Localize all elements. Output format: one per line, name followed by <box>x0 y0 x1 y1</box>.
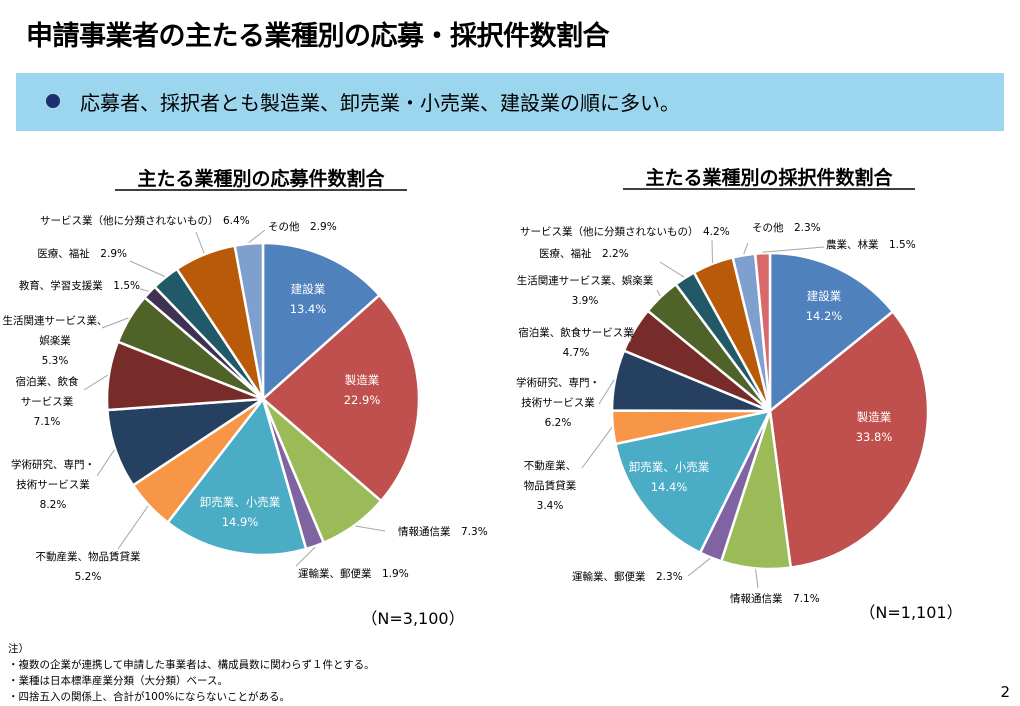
data-label: 22.9% <box>344 393 381 407</box>
leader-line <box>687 557 711 577</box>
slice-label: 宿泊業、飲食 <box>16 375 79 388</box>
leader-line <box>598 379 615 405</box>
slice-label: 技術サービス業 <box>521 396 595 409</box>
leader-line <box>711 239 713 263</box>
leader-line <box>101 317 129 329</box>
slice-label: 学術研究、専門・ <box>11 458 95 471</box>
slice-label: サービス業（他に分類されないもの） <box>520 225 699 238</box>
slice-label: 3.9% <box>572 295 599 307</box>
data-label: 13.4% <box>290 302 327 316</box>
leader-line <box>743 242 749 255</box>
pie-slice <box>768 310 930 569</box>
slice-label: 5.2% <box>75 571 102 583</box>
slice-label: 医療、福祉 2.9% <box>37 247 127 260</box>
slice-label: 運輸業、郵便業 2.3% <box>572 570 683 583</box>
slice-label: 卸売業、小売業 <box>629 460 710 474</box>
pie-slice <box>753 251 772 413</box>
slice-label: 生活関連サービス業、娯楽業 <box>517 274 654 287</box>
slice-label: 建設業 <box>291 282 326 296</box>
slice-label: 運輸業、郵便業 1.9% <box>298 567 409 580</box>
slice-label: 情報通信業 7.1% <box>730 592 820 605</box>
leader-line <box>117 505 149 550</box>
leader-line <box>96 449 115 477</box>
notes-heading: 注） <box>8 643 29 655</box>
slice-label: 3.4% <box>537 500 564 512</box>
chart-title: 主たる業種別の応募件数割合 <box>137 167 385 190</box>
leader-line <box>83 374 109 391</box>
data-label: 14.9% <box>222 515 259 529</box>
pie-slice <box>768 251 895 413</box>
slice-label: 情報通信業 7.3% <box>398 525 488 538</box>
bullet-icon <box>46 94 60 108</box>
slice-label: 不動産業、物品賃貸業 <box>36 550 141 563</box>
slice-label: 教育、学習支援業 1.5% <box>19 279 140 292</box>
sample-size-label: （N=3,100） <box>361 609 464 628</box>
slice-label: サービス業（他に分類されないもの） <box>40 214 219 227</box>
slice-label: 不動産業、 <box>524 459 577 472</box>
slice-label: 建設業 <box>807 289 842 303</box>
leader-line <box>129 260 166 277</box>
slice-label: 医療、福祉 2.2% <box>539 247 629 260</box>
pie-slice <box>614 409 772 554</box>
note-item: ・複数の企業が連携して申請した事業者は、構成員数に関わらず１件とする。 <box>8 659 375 671</box>
slice-label: その他 2.3% <box>752 221 821 234</box>
slice-label: 宿泊業、飲食サービス業 <box>518 326 634 339</box>
summary-text: 応募者、採択者とも製造業、卸売業・小売業、建設業の順に多い。 <box>80 91 680 115</box>
chart-title: 主たる業種別の採択件数割合 <box>645 166 893 189</box>
slice-label: サービス業 <box>21 395 74 408</box>
slice-label: 卸売業、小売業 <box>200 495 281 509</box>
leader-line <box>195 231 205 254</box>
slice-label: 娯楽業 <box>39 334 71 347</box>
slice-label: 6.2% <box>545 417 572 429</box>
slice-label: その他 2.9% <box>268 220 337 233</box>
data-label: 4.2% <box>703 226 730 238</box>
leader-line <box>656 289 661 297</box>
slice-label: 物品賃貸業 <box>524 479 577 492</box>
slice-label: 製造業 <box>345 373 380 387</box>
slice-label: 7.1% <box>34 416 61 428</box>
leader-line <box>659 261 685 278</box>
pie-slice <box>233 241 265 401</box>
leader-line <box>629 329 635 343</box>
pie-slice <box>261 293 421 503</box>
page-title: 申請事業者の主たる業種別の応募・採択件数割合 <box>26 21 610 52</box>
leader-line <box>581 427 613 469</box>
pie-slice <box>261 241 381 401</box>
footnotes: 注） ・複数の企業が連携して申請した事業者は、構成員数に関わらず１件とする。 ・… <box>8 641 375 705</box>
leader-line <box>295 546 316 567</box>
data-label: 33.8% <box>856 430 893 444</box>
page-number: 2 <box>1000 683 1010 701</box>
slice-label: 4.7% <box>563 347 590 359</box>
slice-label: 農業、林業 1.5% <box>826 238 916 251</box>
data-label: 14.4% <box>651 480 688 494</box>
leader-line <box>355 525 386 532</box>
note-item: ・四捨五入の関係上、合計が100%にならないことがある。 <box>8 691 291 703</box>
slice-label: 技術サービス業 <box>16 478 90 491</box>
leader-line <box>755 569 759 589</box>
slice-label: 生活関連サービス業、 <box>3 314 108 327</box>
data-label: 6.4% <box>223 215 250 227</box>
summary-banner: 応募者、採択者とも製造業、卸売業・小売業、建設業の順に多い。 <box>16 73 1004 131</box>
leader-line <box>139 288 149 292</box>
slice-label: 学術研究、専門・ <box>516 376 600 389</box>
slice-label: 5.3% <box>42 355 69 367</box>
sample-size-label: （N=1,101） <box>859 603 962 622</box>
leader-line <box>762 246 825 253</box>
slice-label: 8.2% <box>40 499 67 511</box>
note-item: ・業種は日本標準産業分類（大分類）ベース。 <box>8 675 228 687</box>
data-label: 14.2% <box>806 309 843 323</box>
pie-slice <box>166 397 308 557</box>
leader-line <box>248 229 266 244</box>
slice-label: 製造業 <box>857 410 892 424</box>
